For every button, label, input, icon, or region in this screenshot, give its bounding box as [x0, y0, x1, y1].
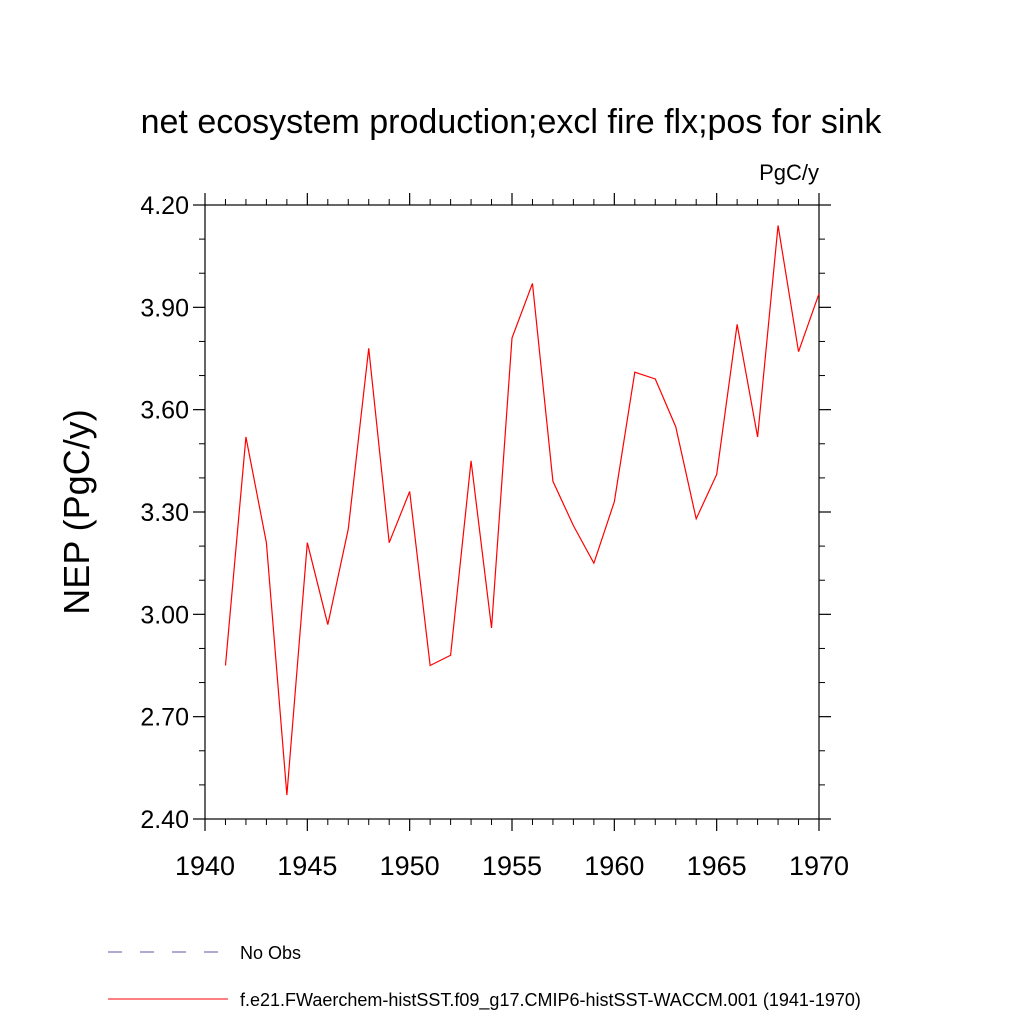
x-tick-label: 1945 — [277, 851, 337, 881]
y-tick-label: 3.30 — [140, 499, 189, 527]
x-tick-label: 1950 — [380, 851, 440, 881]
plot-frame — [204, 204, 820, 820]
x-tick-label: 1960 — [584, 851, 644, 881]
y-tick-label: 3.90 — [140, 294, 189, 322]
series-line — [224, 225, 820, 796]
y-tick-label: 3.60 — [140, 397, 189, 425]
y-tick-label: 2.70 — [140, 704, 189, 732]
legend-label: No Obs — [240, 943, 301, 963]
y-tick-label: 4.20 — [140, 192, 189, 220]
y-axis-label: NEP (PgC/y) — [56, 409, 97, 614]
axis-ticks: 2.40 2.70 3.00 3.30 3.60 3.90 4.20 1940 1945 1950… — [140, 192, 849, 881]
units-label: PgC/y — [759, 160, 819, 185]
chart-title: net ecosystem production;excl fire flx;p… — [141, 103, 883, 141]
x-tick-label: 1970 — [789, 851, 849, 881]
x-tick-label: 1965 — [687, 851, 747, 881]
y-tick-label: 3.00 — [140, 601, 189, 629]
x-tick-label: 1955 — [482, 851, 542, 881]
x-tick-label: 1940 — [175, 851, 235, 881]
legend-label: f.e21.FWaerchem-histSST.f09_g17.CMIP6-hi… — [240, 990, 861, 1011]
y-tick-label: 2.40 — [140, 806, 189, 834]
series-layer — [224, 225, 820, 796]
legend: No Obs f.e21.FWaerchem-histSST.f09_g17.CM… — [108, 943, 861, 1011]
